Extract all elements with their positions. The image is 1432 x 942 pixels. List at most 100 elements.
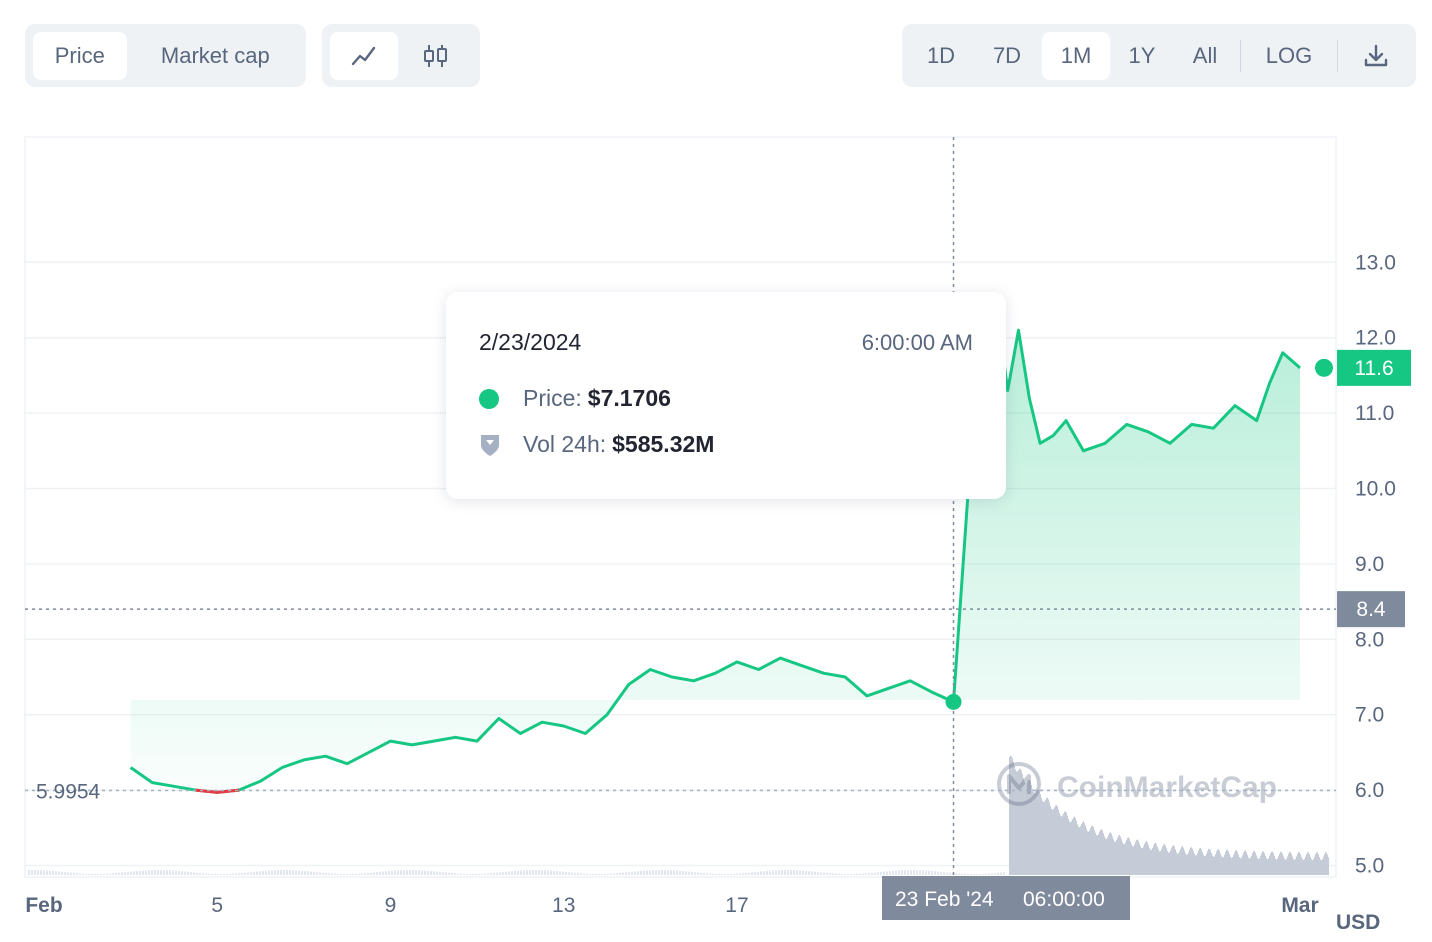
volume-bar [589,873,591,875]
volume-bar [253,871,255,875]
volume-bar [1000,872,1002,875]
volume-bar [742,873,744,875]
volume-bar [1153,845,1154,875]
volume-bar [118,872,120,875]
volume-bar [853,873,855,875]
range-7d-button[interactable]: 7D [992,42,1022,68]
volume-bar [667,870,669,875]
volume-bar [187,871,189,875]
y-axis-labels: 5.0 6.0 7.0 8.0 9.0 10.0 11.0 12.0 13.0 [1355,251,1396,877]
volume-bar [1325,852,1326,875]
volume-bar [1290,852,1291,875]
log-scale-button[interactable]: LOG [1265,42,1313,68]
volume-bar [124,872,126,875]
volume-bar [1318,854,1319,875]
volume-bar [1296,856,1297,875]
volume-bar [748,872,750,875]
volume-bar [799,870,801,875]
volume-bar [385,871,387,875]
volume-bar [1298,852,1299,875]
volume-bar [1218,849,1219,875]
volume-bar [901,870,903,875]
candlestick-button[interactable] [402,32,470,80]
line-chart-button[interactable] [330,31,398,80]
volume-bar [673,870,675,875]
volume-bar [1091,826,1092,875]
volume-bar [226,873,228,875]
volume-bar [652,870,654,875]
volume-bar [325,873,327,875]
volume-bar [334,873,336,875]
volume-bar [676,870,678,875]
volume-bar [442,872,444,875]
volume-bar [1042,800,1043,875]
volume-bar [1192,848,1193,875]
volume-bar [121,872,123,875]
volume-bar [1203,854,1204,875]
volume-bar [1079,827,1080,875]
volume-bar [340,873,342,875]
range-1y-button[interactable]: 1Y [1128,42,1156,68]
tooltip-volume-row: Vol 24h: $585.32M [479,431,714,458]
volume-bar [1029,779,1030,875]
cmc-logo-icon [997,762,1041,806]
volume-bar [871,872,873,875]
volume-bar [1045,799,1046,875]
volume-bar [382,871,384,875]
tooltip-price-key: Price: [523,385,582,411]
volume-bar [1018,770,1019,875]
volume-bar [1252,853,1253,875]
volume-bar [1034,793,1035,875]
volume-bar [1301,856,1302,875]
volume-bar [526,870,528,875]
volume-bar [292,870,294,875]
tab-price[interactable]: Price [33,31,127,80]
volume-bar [475,873,477,875]
volume-bar [934,871,936,875]
volume-bar [1146,841,1147,875]
volume-bar [1319,857,1320,875]
volume-bar [586,873,588,875]
range-toggle: 1D 7D 1M 1Y All LOG [902,24,1416,87]
volume-bar [994,873,996,875]
volume-bar [1098,834,1099,875]
volume-bar [403,870,405,875]
volume-bar [1322,859,1323,875]
volume-bar [1248,857,1249,875]
volume-bar [1321,860,1322,875]
range-1d-button[interactable]: 1D [926,42,956,68]
volume-bar [649,870,651,875]
tab-market-cap[interactable]: Market cap [160,42,270,68]
volume-bar [847,873,849,875]
range-all-button[interactable]: All [1192,42,1218,68]
volume-bar [1326,852,1327,875]
volume-bar [1053,809,1054,875]
volume-bar [1269,856,1270,875]
volume-bar [1279,853,1280,875]
volume-bar [1078,826,1079,875]
volume-bar [1174,846,1175,875]
range-1m-button[interactable]: 1M [1042,31,1110,80]
volume-bar [1074,816,1075,875]
volume-bar [661,870,663,875]
volume-bar [1069,821,1070,875]
y-tick-label: 12.0 [1355,327,1396,350]
volume-bar [343,873,345,875]
volume-bar [1170,850,1171,875]
volume-bar [454,873,456,875]
volume-bar [823,872,825,875]
volume-bar [634,871,636,875]
crosshair-price-label: 8.4 [1356,598,1386,621]
volume-bar [1009,757,1010,875]
volume-bar [559,871,561,875]
volume-bar [316,872,318,875]
download-button[interactable] [1342,32,1410,80]
volume-bar [517,870,519,875]
volume-bar [1136,840,1137,875]
volume-bar [772,870,774,875]
open-price-label: 5.9954 [36,780,101,803]
volume-bar [946,872,948,875]
volume-bar [547,870,549,875]
volume-bar [604,873,606,875]
